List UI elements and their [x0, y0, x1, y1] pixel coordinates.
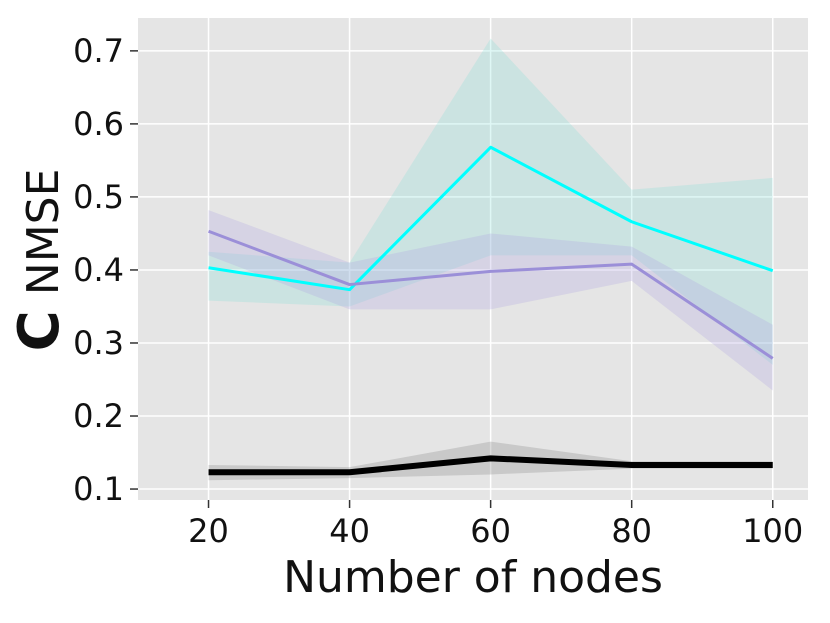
- y-tick-label: 0.2: [73, 397, 124, 435]
- y-tick-label: 0.3: [73, 324, 124, 362]
- y-tick-label: 0.1: [73, 470, 124, 508]
- y-axis-label-prefix: C: [7, 310, 72, 351]
- x-axis-label: Number of nodes: [283, 552, 663, 603]
- x-tick-label: 80: [611, 512, 652, 550]
- y-axis-label-text: NMSE: [18, 169, 69, 296]
- x-tick-label: 40: [329, 512, 370, 550]
- plot-background: [138, 18, 808, 500]
- y-tick-label: 0.7: [73, 32, 124, 70]
- gridlines: [138, 18, 808, 500]
- series-1-band: [208, 210, 773, 391]
- y-tick-label: 0.6: [73, 105, 124, 143]
- x-tick-label: 60: [470, 512, 511, 550]
- series-lines: [207, 145, 774, 476]
- x-tick-label: 100: [742, 512, 803, 550]
- y-axis-ticks: 0.1 0.2 0.3 0.4 0.5 0.6 0.7: [73, 32, 138, 508]
- x-axis-ticks: 20 40 60 80 100: [188, 500, 803, 550]
- y-tick-label: 0.4: [73, 251, 124, 289]
- y-tick-label: 0.5: [73, 178, 124, 216]
- x-tick-label: 20: [188, 512, 229, 550]
- y-axis-label: C NMSE: [7, 169, 72, 352]
